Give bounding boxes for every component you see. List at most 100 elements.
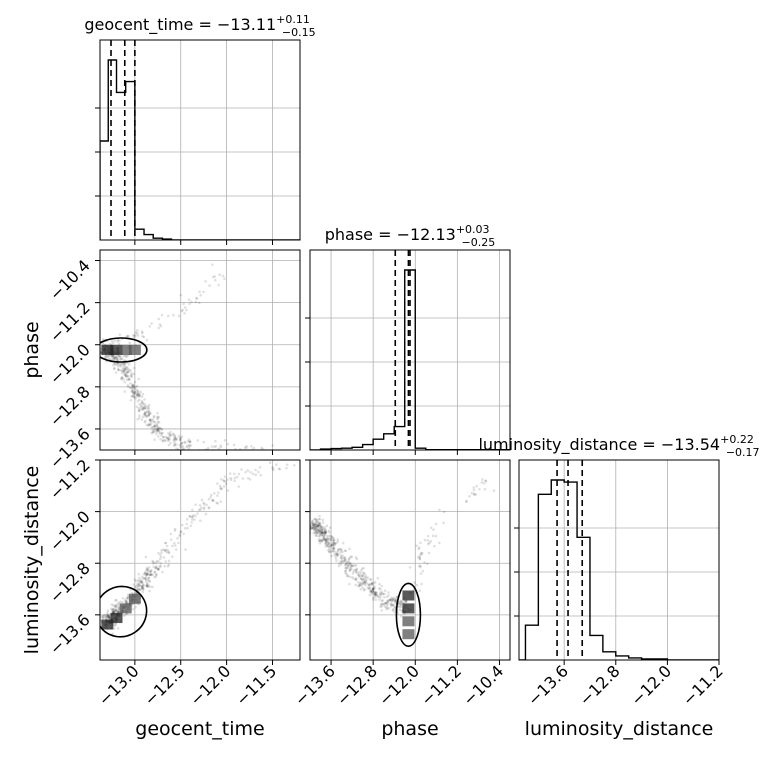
scatter-point: [314, 523, 317, 527]
scatter-point: [320, 528, 324, 532]
scatter-point: [417, 547, 421, 551]
scatter-point: [150, 322, 153, 325]
scatter-point: [210, 445, 214, 448]
scatter-point: [321, 532, 325, 536]
scatter-point: [371, 590, 374, 593]
scatter-point: [330, 554, 333, 558]
scatter-point: [315, 525, 318, 529]
scatter-point: [150, 418, 154, 421]
scatter-point: [213, 275, 217, 278]
scatter-point: [327, 534, 331, 538]
scatter-point: [143, 420, 147, 424]
scatter-point: [138, 588, 142, 592]
scatter-point: [347, 566, 350, 569]
scatter-point: [187, 298, 191, 301]
scatter-point: [141, 577, 145, 580]
scatter-point: [192, 451, 195, 454]
scatter-point: [341, 541, 345, 545]
scatter-point: [121, 376, 124, 379]
scatter-point: [147, 412, 151, 416]
scatter-point: [159, 437, 162, 441]
scatter-point: [325, 540, 328, 543]
scatter-point: [107, 616, 111, 620]
scatter-point: [354, 578, 357, 581]
scatter-point: [148, 585, 152, 589]
scatter-point: [370, 592, 374, 596]
scatter-point: [361, 577, 365, 581]
scatter-point: [141, 408, 145, 412]
scatter-point: [207, 506, 211, 510]
scatter-point: [151, 425, 155, 429]
scatter-point: [167, 431, 170, 435]
scatter-point: [325, 544, 329, 547]
scatter-point: [328, 526, 332, 529]
scatter-point: [408, 566, 412, 569]
scatter-point: [348, 567, 352, 571]
scatter-point: [141, 407, 145, 410]
scatter-point: [155, 573, 158, 577]
scatter-point: [214, 445, 218, 448]
scatter-point: [314, 528, 318, 531]
scatter-point: [385, 595, 389, 599]
scatter-point: [355, 568, 358, 572]
scatter-point: [112, 611, 115, 614]
scatter-point: [140, 585, 143, 588]
scatter-point: [146, 583, 149, 586]
scatter-point: [125, 335, 128, 338]
scatter-point: [133, 380, 137, 384]
scatter-point: [228, 451, 231, 454]
scatter-point: [180, 309, 184, 313]
scatter-point: [147, 413, 151, 416]
scatter-point: [157, 317, 161, 321]
scatter-point: [148, 573, 152, 577]
scatter-point: [136, 395, 139, 398]
scatter-point: [375, 594, 379, 597]
scatter-point: [104, 354, 108, 358]
panel-frame: [99, 39, 301, 241]
scatter-point: [155, 559, 159, 563]
scatter-point: [178, 438, 182, 442]
scatter-point: [140, 330, 144, 334]
scatter-point: [360, 582, 363, 585]
scatter-point: [362, 577, 366, 581]
scatter-point: [400, 601, 404, 604]
scatter-point: [166, 439, 170, 443]
scatter-point: [324, 531, 328, 535]
scatter-point: [137, 409, 141, 413]
scatter-point: [112, 610, 115, 613]
scatter-point: [390, 600, 394, 603]
scatter-point: [130, 389, 134, 392]
scatter-point: [143, 407, 146, 411]
title-plus: +0.11: [276, 13, 310, 26]
scatter-point: [141, 587, 144, 591]
scatter-point: [106, 615, 109, 619]
density-block: [128, 593, 141, 604]
scatter-point: [315, 520, 318, 524]
scatter-point: [95, 350, 98, 353]
scatter-point: [107, 615, 110, 619]
scatter-point: [355, 567, 359, 571]
scatter-point: [316, 525, 320, 529]
scatter-point: [228, 472, 232, 475]
scatter-point: [154, 566, 157, 570]
scatter-point: [131, 387, 135, 390]
scatter-point: [373, 580, 377, 584]
scatter-point: [130, 395, 133, 398]
scatter-point: [390, 596, 393, 599]
scatter-point: [313, 517, 317, 521]
y-axis-label: luminosity_distance: [21, 466, 43, 655]
scatter-point: [431, 534, 435, 538]
scatter-point: [149, 418, 152, 422]
scatter-point: [149, 412, 152, 415]
scatter-point: [363, 575, 367, 579]
scatter-point: [145, 566, 149, 570]
scatter-point: [328, 547, 331, 551]
scatter-point: [229, 452, 232, 455]
scatter-point: [388, 598, 392, 602]
scatter-point: [398, 604, 402, 608]
scatter-point: [323, 531, 327, 535]
scatter-point: [373, 595, 377, 599]
scatter-point: [393, 605, 397, 609]
scatter-point: [335, 552, 338, 556]
scatter-point: [391, 598, 395, 602]
